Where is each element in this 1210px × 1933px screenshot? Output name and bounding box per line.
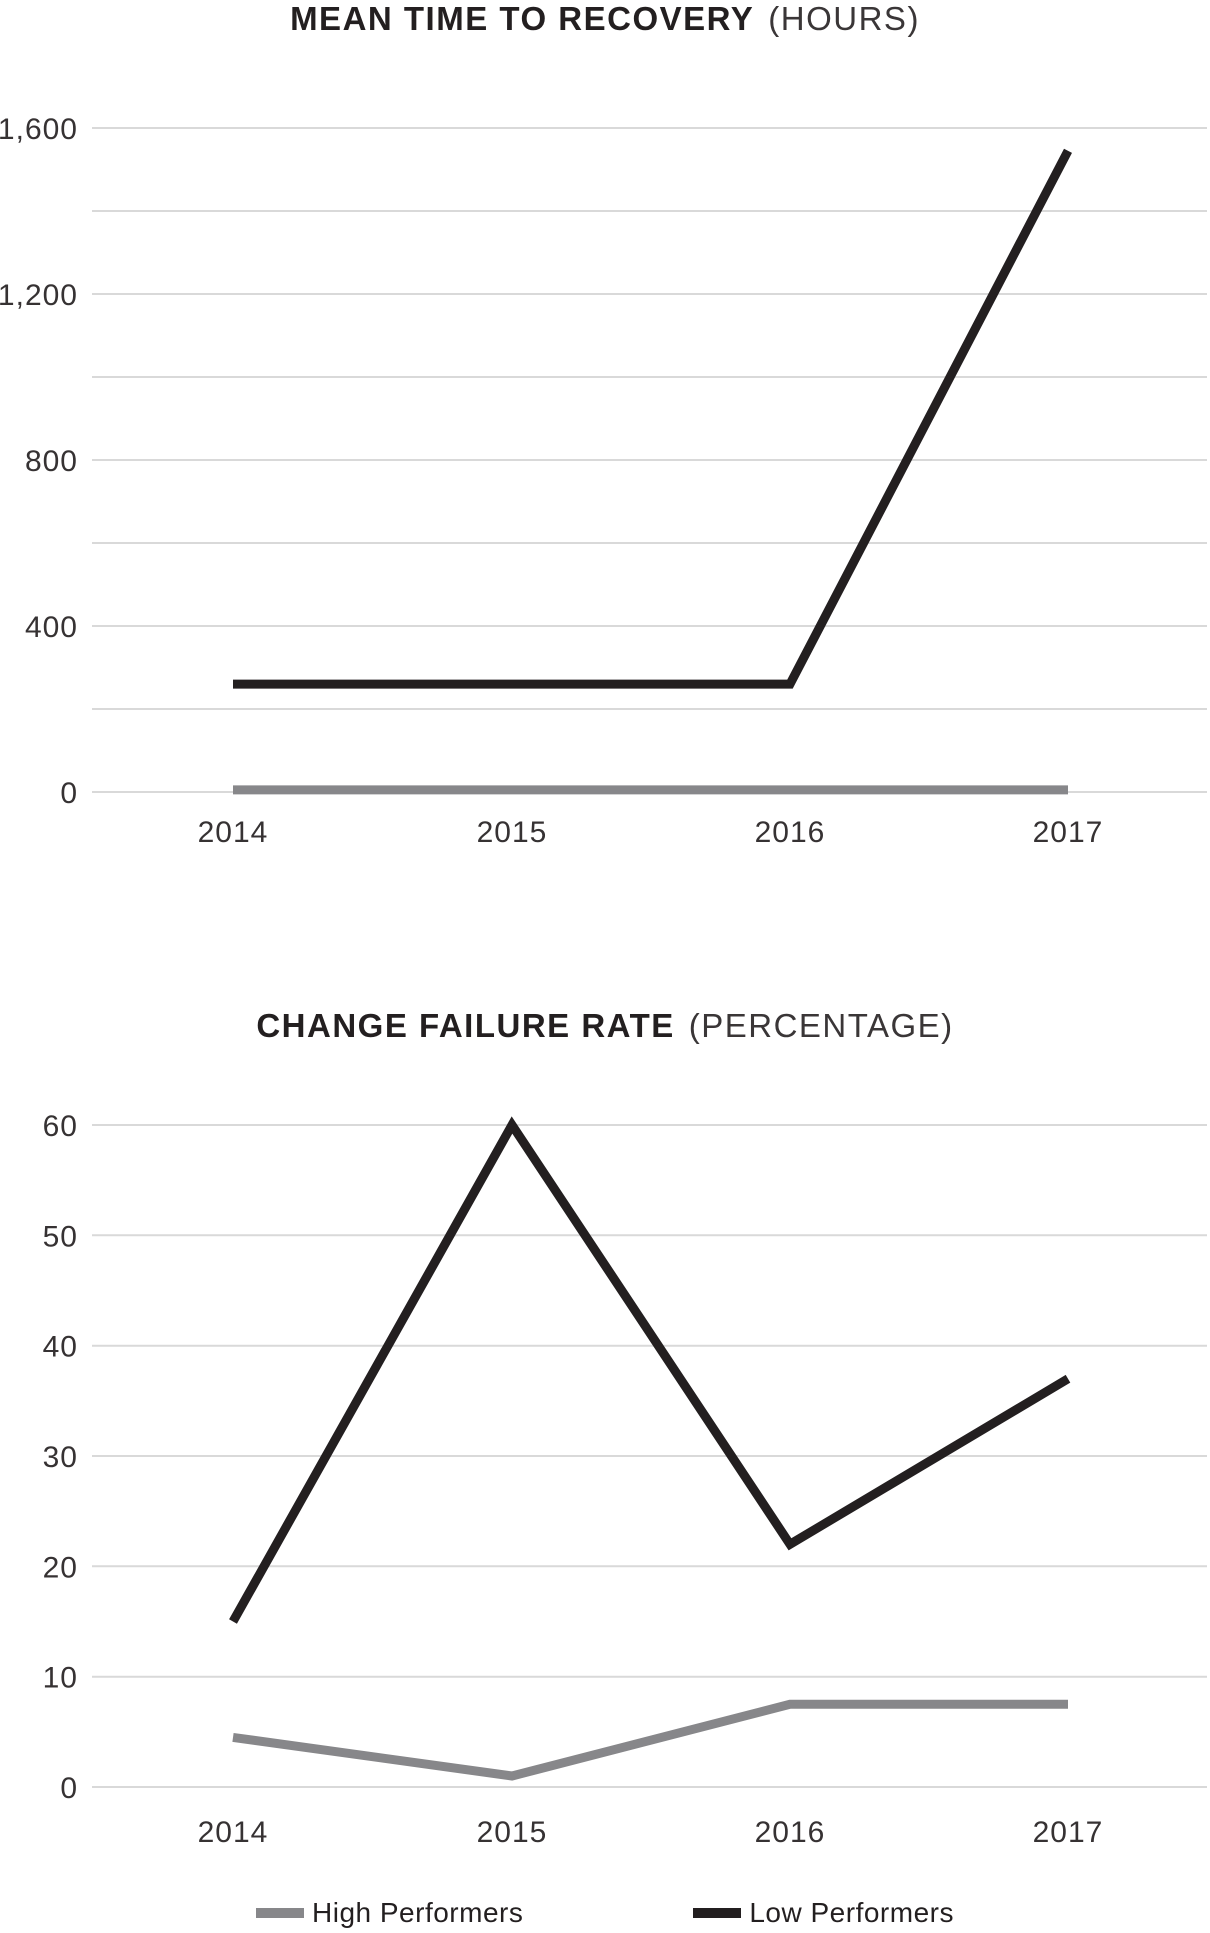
low-performers-label: Low Performers [749,1897,954,1928]
x-tick-label: 2017 [1033,816,1104,849]
mttr-line-chart: 0 400 800 1,200 1,600 2014 2015 2016 2017 [0,113,1207,849]
y-tick-label: 40 [43,1331,78,1364]
y-tick-label: 0 [60,1772,78,1805]
cfr-line-chart: 0 10 20 30 40 50 60 2014 2015 2016 2017 [43,1110,1207,1849]
series-line-low-performers [233,148,1072,689]
x-tick-label: 2015 [477,816,548,849]
high-performers-swatch [256,1908,305,1918]
x-tick-label: 2014 [198,1816,269,1849]
mttr-chart-title-main: MEAN TIME TO RECOVERY [290,0,755,37]
cfr-chart-title-unit: (PERCENTAGE) [688,1007,954,1044]
mttr-chart-title: MEAN TIME TO RECOVERY (HOURS) [0,0,1210,37]
y-tick-label: 400 [25,611,78,644]
y-tick-label: 1,200 [0,279,78,312]
legend-item-high-performers: High Performers [256,1897,523,1929]
x-tick-label: 2017 [1033,1816,1104,1849]
y-tick-label: 0 [60,777,78,810]
series-line-high-performers [232,1699,1068,1781]
y-tick-label: 20 [43,1551,78,1584]
y-tick-label: 50 [43,1220,78,1253]
chart-legend: High Performers Low Performers [0,1896,1210,1930]
y-tick-label: 800 [25,445,78,478]
x-tick-label: 2014 [198,816,269,849]
y-tick-label: 10 [43,1662,78,1695]
mttr-chart-title-unit: (HOURS) [768,0,920,37]
x-tick-label: 2015 [477,1816,548,1849]
x-tick-label: 2016 [755,816,826,849]
cfr-chart-title-main: CHANGE FAILURE RATE [256,1007,675,1044]
cfr-chart-title: CHANGE FAILURE RATE (PERCENTAGE) [0,1007,1210,1044]
x-tick-label: 2016 [755,1816,826,1849]
low-performers-swatch [693,1908,742,1918]
high-performers-label: High Performers [312,1897,524,1928]
y-tick-label: 30 [43,1441,78,1474]
series-line-low-performers [229,1116,1071,1624]
y-tick-label: 1,600 [0,113,78,146]
y-tick-label: 60 [43,1110,78,1143]
legend-item-low-performers: Low Performers [693,1897,954,1929]
